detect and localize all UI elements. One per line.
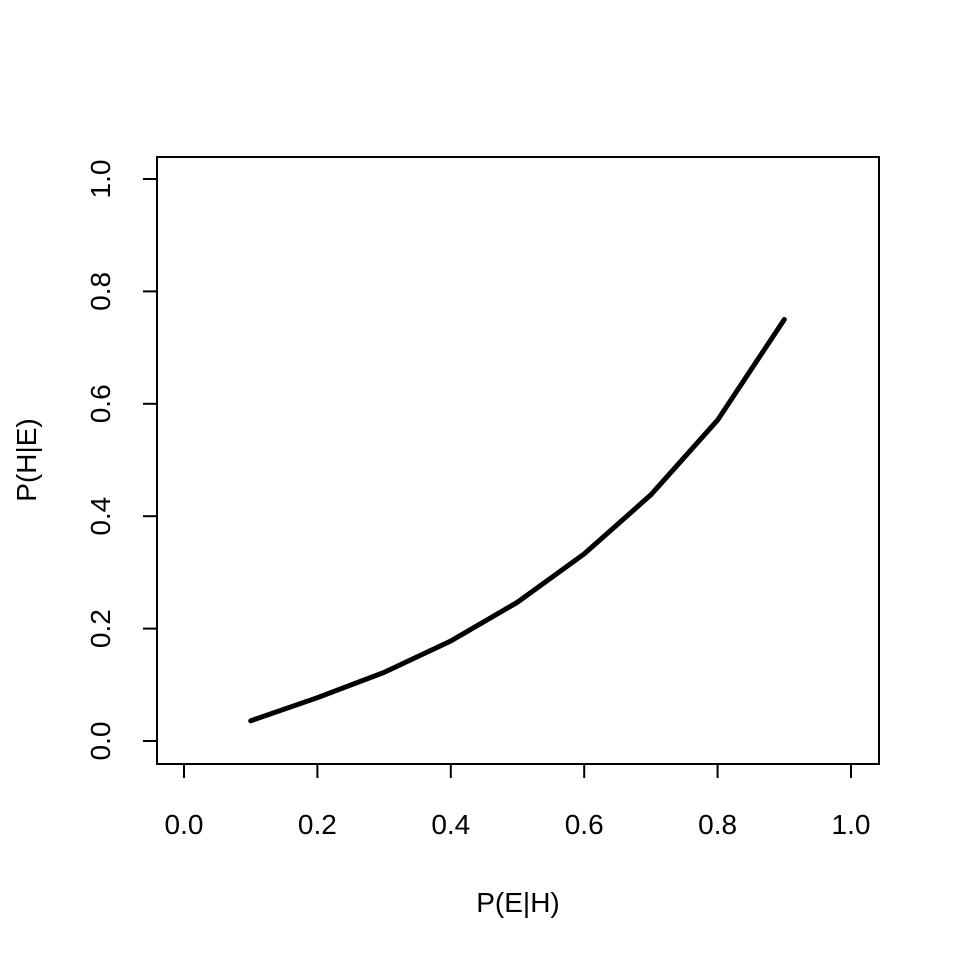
x-axis-label: P(E|H) bbox=[476, 887, 560, 918]
y-tick-label: 0.2 bbox=[85, 609, 116, 648]
y-tick-label: 0.6 bbox=[85, 384, 116, 423]
y-axis: 0.0 0.2 0.4 0.6 0.8 1.0 bbox=[85, 160, 158, 761]
y-tick-label: 0.4 bbox=[85, 497, 116, 536]
y-tick-label: 1.0 bbox=[85, 160, 116, 199]
x-tick-label: 0.4 bbox=[431, 809, 470, 840]
plot-box bbox=[156, 156, 880, 765]
x-tick-label: 0.0 bbox=[165, 809, 204, 840]
x-tick-label: 0.8 bbox=[698, 809, 737, 840]
x-tick-label: 0.2 bbox=[298, 809, 337, 840]
series-line bbox=[248, 317, 787, 724]
series-layer bbox=[248, 317, 787, 724]
x-tick-label: 0.6 bbox=[565, 809, 604, 840]
y-tick-label: 0.0 bbox=[85, 722, 116, 761]
y-tick-label: 0.8 bbox=[85, 272, 116, 311]
x-tick-label: 1.0 bbox=[832, 809, 871, 840]
y-axis-label: P(H|E) bbox=[11, 418, 42, 502]
x-axis: 0.0 0.2 0.4 0.6 0.8 1.0 bbox=[165, 763, 871, 840]
